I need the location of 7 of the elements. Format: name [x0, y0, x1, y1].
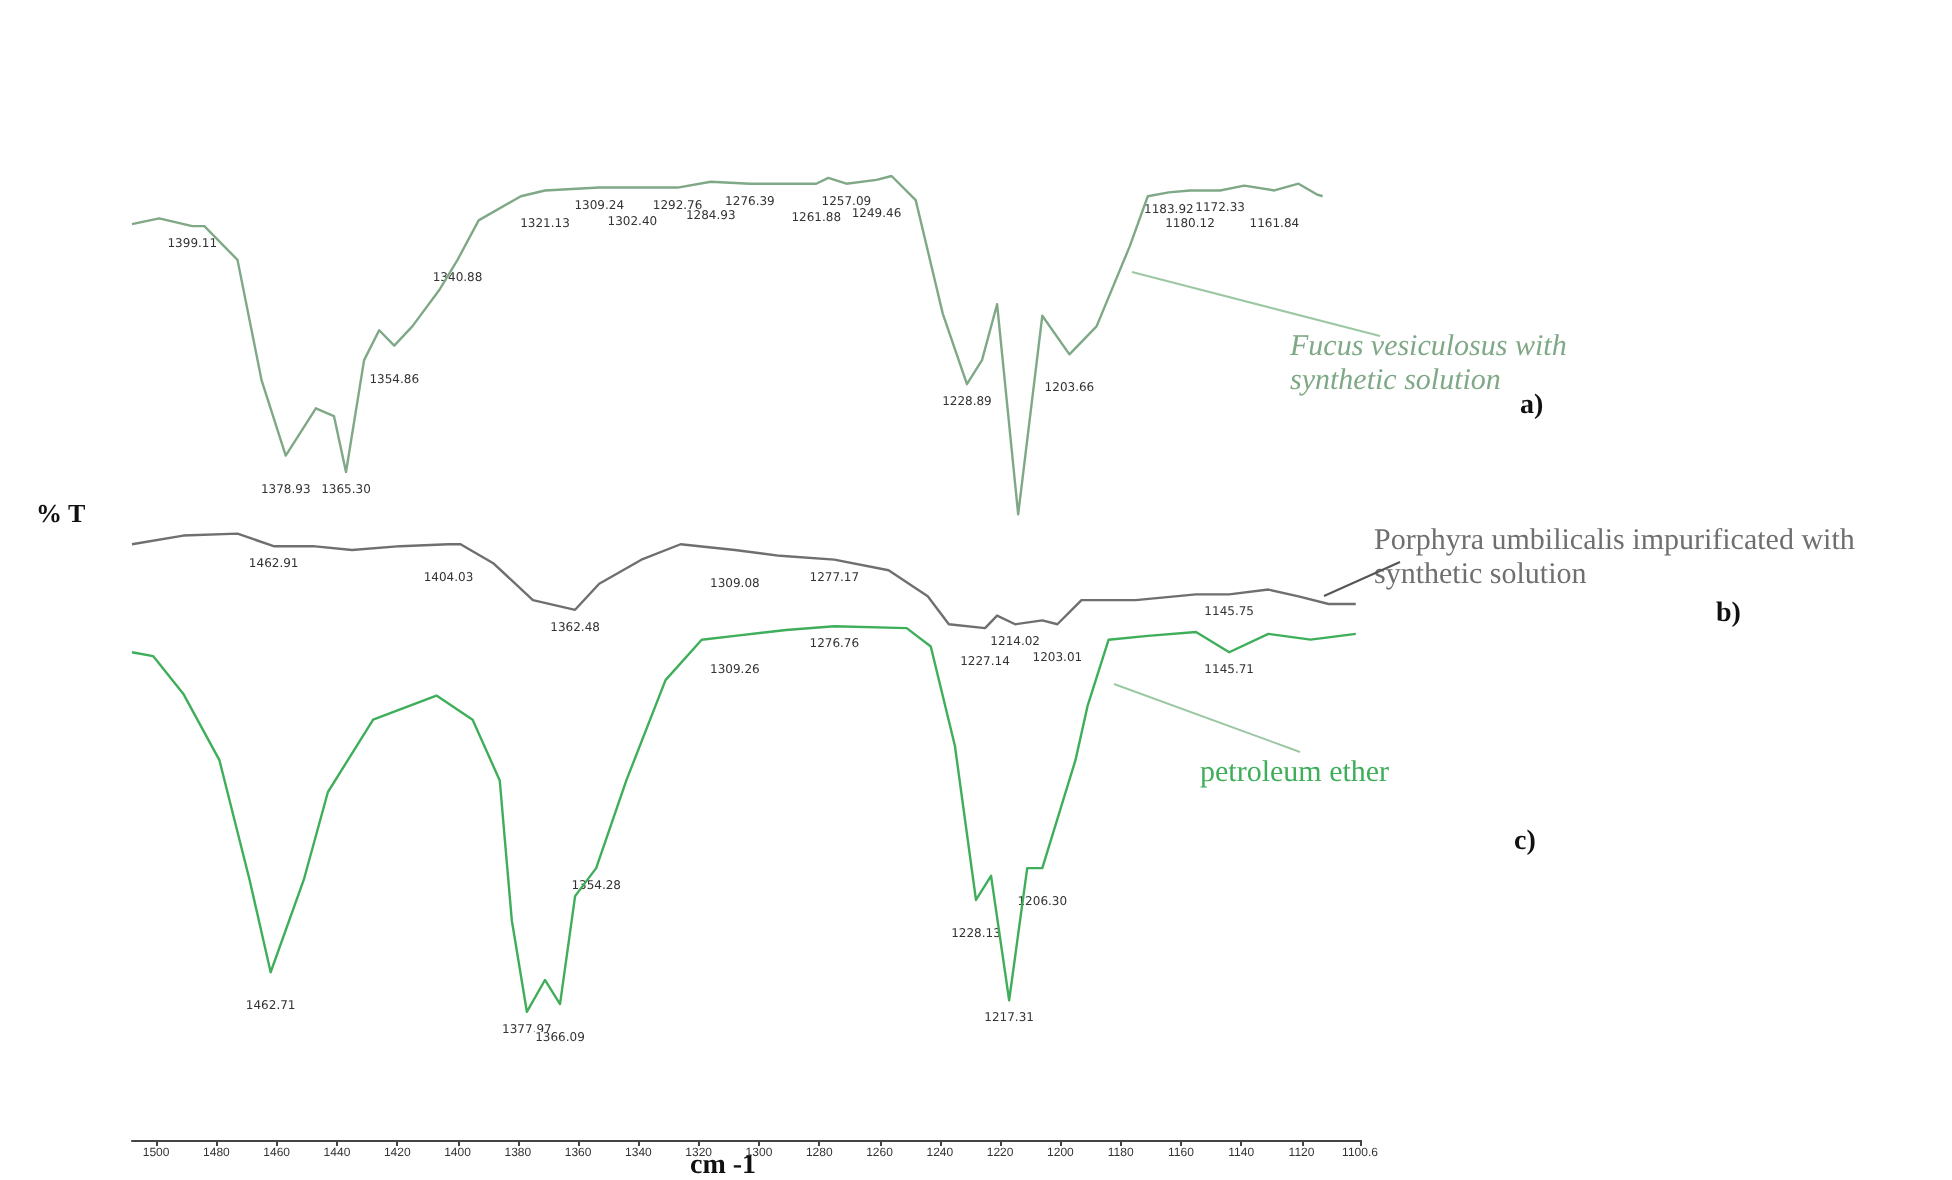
text: petroleum ether [1200, 757, 1390, 789]
text: Fucus vesiculosus with synthetic solution [1288, 331, 1575, 397]
text: c) [1514, 827, 1537, 857]
series-label: Porphyra umbilicalis impurificated with synthetic solution [1374, 525, 1863, 591]
text: a) [1520, 391, 1544, 421]
y-axis-title: % T [36, 498, 87, 528]
text: b) [1716, 599, 1742, 629]
